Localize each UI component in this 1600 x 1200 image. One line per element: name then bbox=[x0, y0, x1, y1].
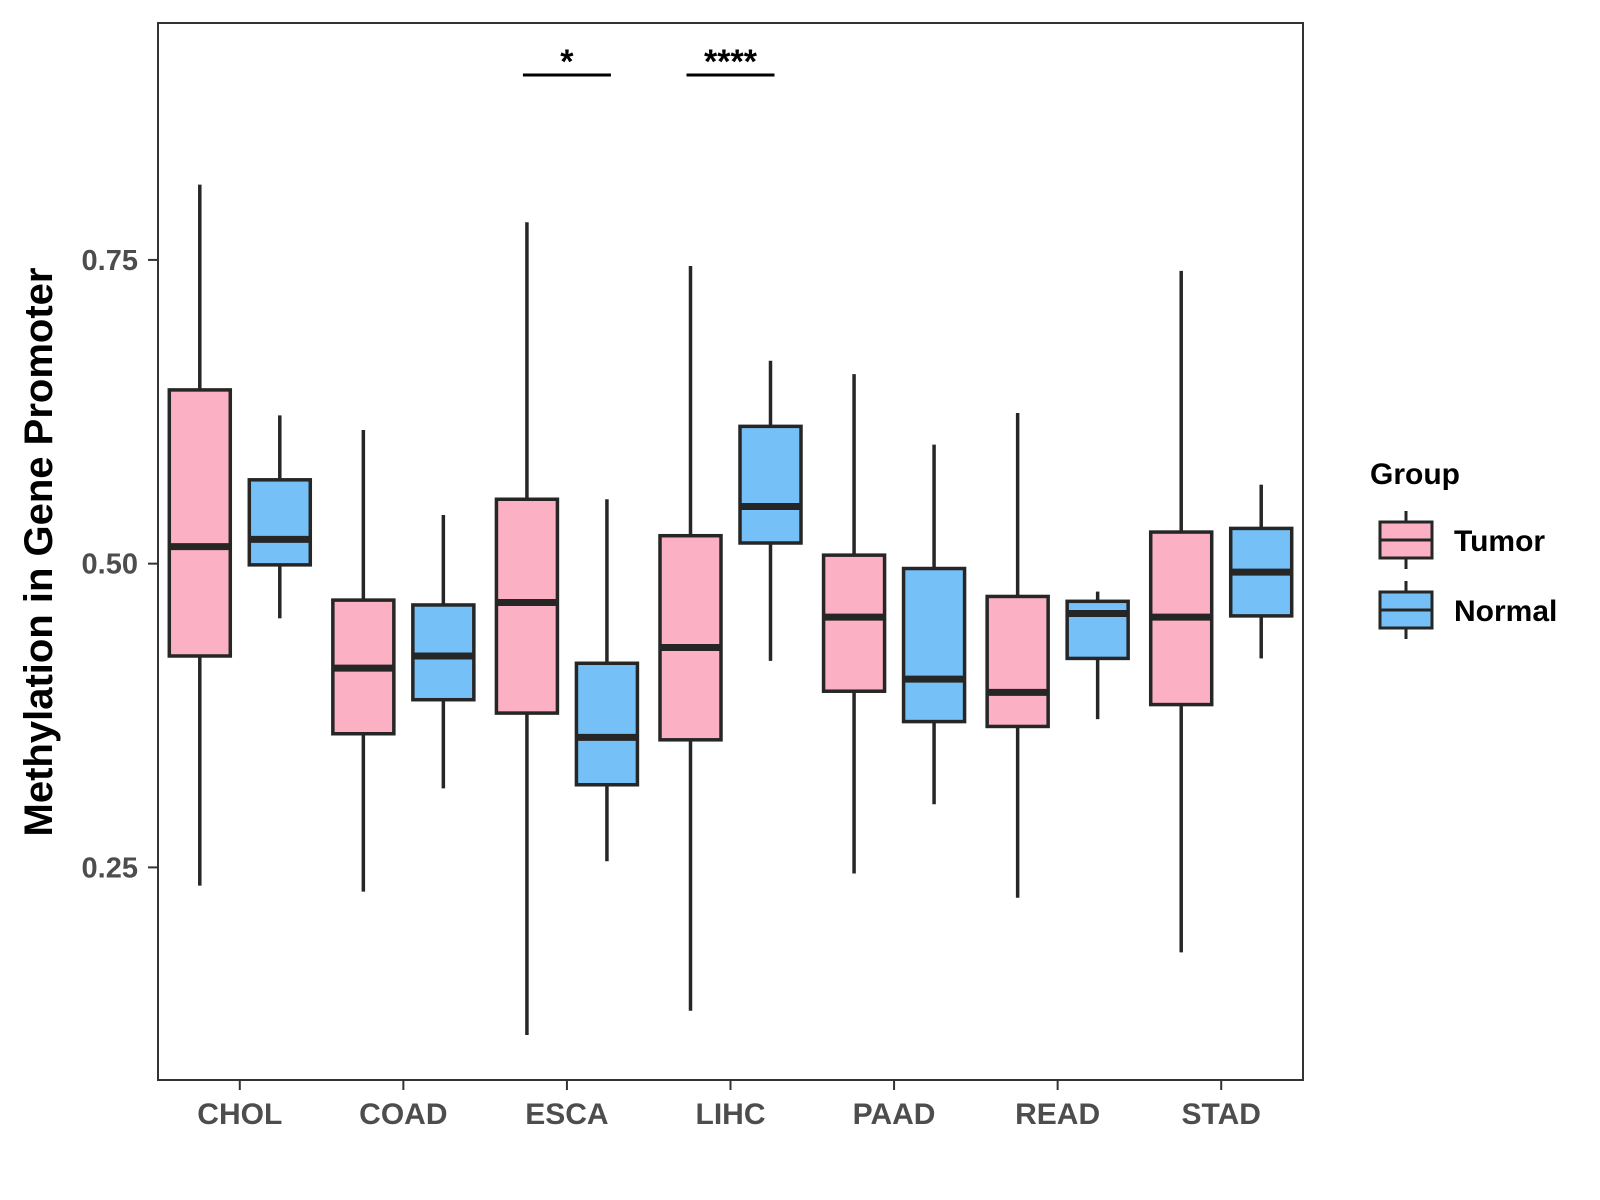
box-paad-tumor bbox=[821, 374, 887, 874]
x-tick-label-read: READ bbox=[1015, 1098, 1100, 1131]
axes: 0.25 0.50 0.75 CHOL COAD ESCA LIHC PAAD READ STAD bbox=[82, 22, 1304, 1131]
box-body bbox=[494, 497, 560, 715]
x-tick-label-esca: ESCA bbox=[525, 1098, 608, 1131]
box-body bbox=[411, 603, 476, 702]
x-tick-label-coad: COAD bbox=[359, 1098, 447, 1131]
box-body bbox=[167, 388, 233, 658]
box-body bbox=[738, 424, 803, 545]
significance-label-lihc: **** bbox=[704, 43, 758, 81]
box-read-normal bbox=[1065, 591, 1130, 720]
legend-title: Group bbox=[1370, 458, 1460, 491]
box-chol-normal bbox=[247, 415, 313, 619]
x-tick-label-paad: PAAD bbox=[853, 1098, 936, 1131]
box-body bbox=[247, 478, 313, 567]
box-esca-normal bbox=[574, 499, 640, 862]
box-body bbox=[658, 533, 723, 742]
box-body bbox=[1065, 599, 1130, 661]
y-axis-title: Methylation in Gene Promoter bbox=[17, 268, 61, 837]
x-tick-label-chol: CHOL bbox=[197, 1098, 282, 1131]
x-tick-label-stad: STAD bbox=[1181, 1098, 1260, 1131]
box-lihc-tumor bbox=[658, 265, 723, 1011]
box-body bbox=[901, 566, 967, 724]
box-lihc-normal bbox=[738, 360, 803, 661]
legend-key-tumor bbox=[1378, 511, 1434, 569]
box-coad-normal bbox=[411, 515, 476, 789]
box-read-tumor bbox=[985, 412, 1050, 898]
plot-area: * **** bbox=[167, 43, 1294, 1036]
box-body bbox=[574, 661, 640, 787]
box-paad-normal bbox=[901, 444, 967, 805]
box-stad-tumor bbox=[1148, 270, 1214, 953]
box-body bbox=[985, 594, 1050, 729]
legend-label-tumor: Tumor bbox=[1454, 525, 1545, 558]
significance-label-esca: * bbox=[560, 43, 574, 81]
legend-label-normal: Normal bbox=[1454, 595, 1557, 628]
y-tick-label: 0.25 bbox=[82, 852, 138, 884]
box-chol-tumor bbox=[167, 184, 233, 886]
legend-key-normal bbox=[1378, 581, 1434, 639]
y-tick-label: 0.75 bbox=[82, 245, 138, 277]
y-tick-label: 0.50 bbox=[82, 549, 138, 581]
box-body bbox=[821, 553, 887, 693]
x-tick-label-lihc: LIHC bbox=[696, 1098, 766, 1131]
box-coad-tumor bbox=[331, 430, 396, 892]
legend: Group Tumor Normal bbox=[1370, 458, 1557, 639]
box-esca-tumor bbox=[494, 222, 560, 1036]
box-stad-normal bbox=[1228, 484, 1294, 659]
